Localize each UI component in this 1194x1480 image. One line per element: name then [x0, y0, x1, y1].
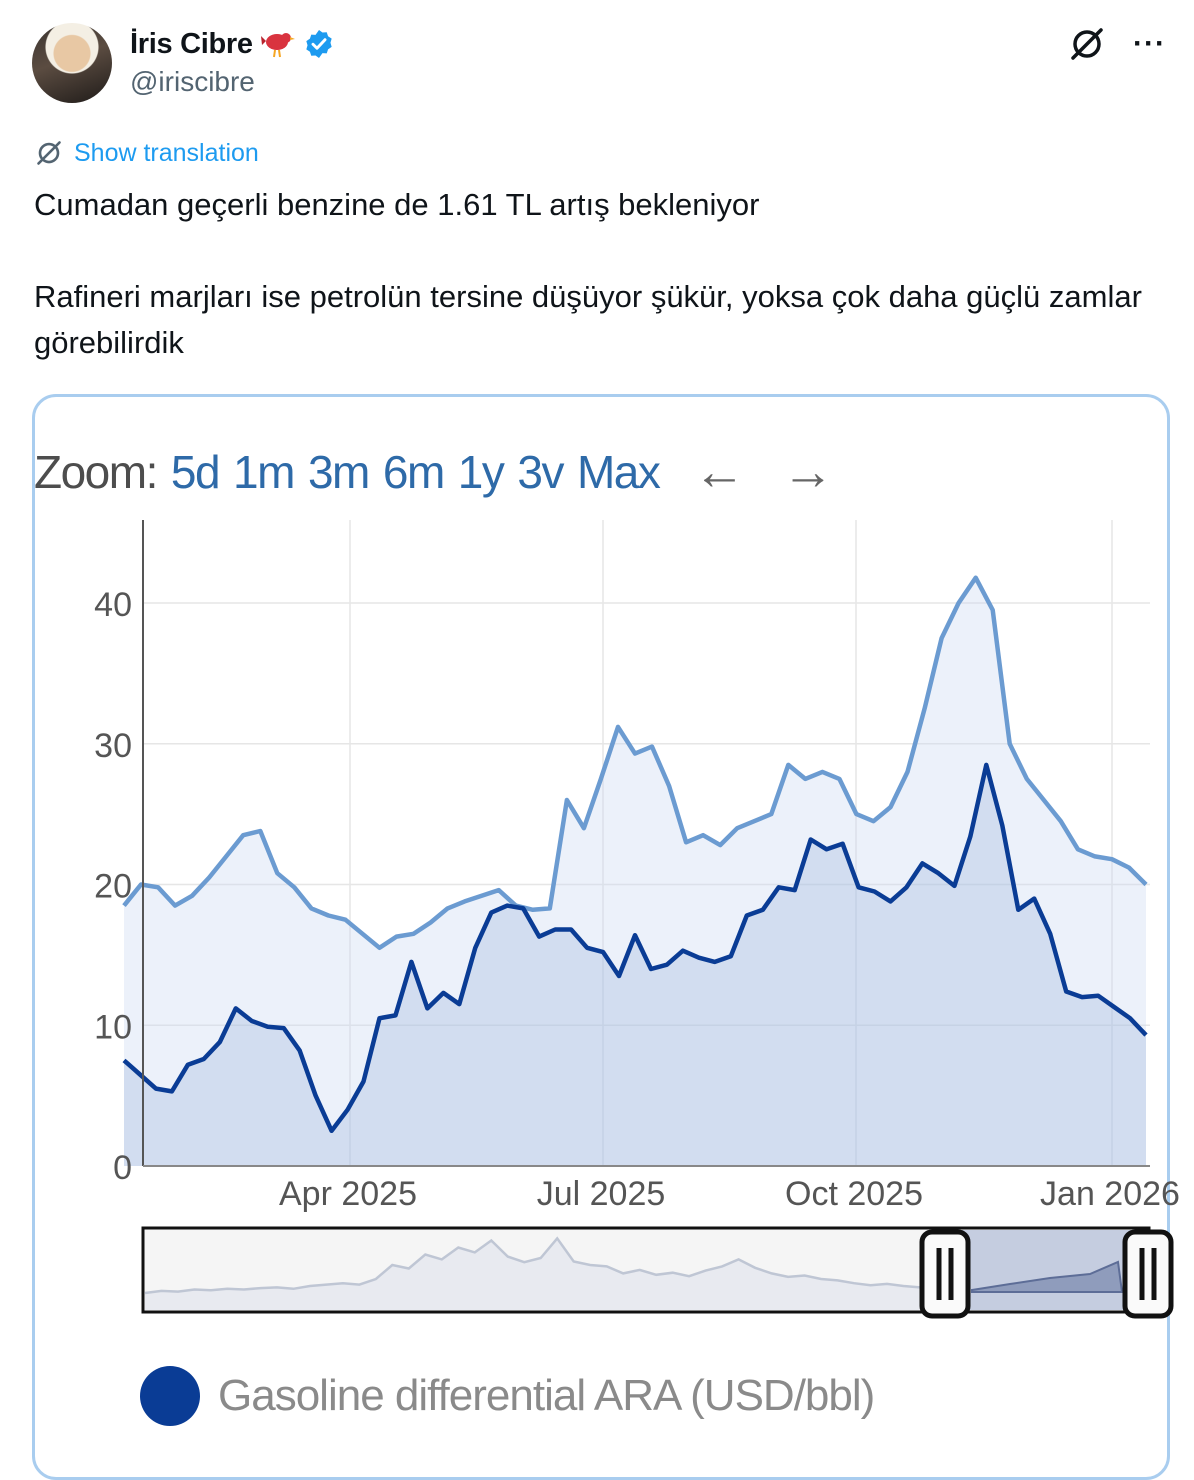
- grok-icon[interactable]: [1067, 24, 1107, 64]
- tweet-text-line: Rafineri marjları ise petrolün tersine d…: [34, 279, 1142, 360]
- x-tick-label: Oct 2025: [785, 1175, 923, 1213]
- y-tick-label: 10: [94, 1008, 132, 1046]
- show-translation-link[interactable]: Show translation: [34, 138, 259, 168]
- series-light-line: [122, 575, 1148, 951]
- zoom-option-1y[interactable]: 1y: [457, 446, 505, 498]
- author-name[interactable]: İris Cibre: [130, 27, 253, 60]
- verified-badge-icon: [306, 30, 332, 58]
- zoom-option-3m[interactable]: 3m: [307, 446, 370, 498]
- series-dark-area: [124, 764, 1146, 1166]
- zoom-bar: Zoom: 5d 1m 3m 6m 1y 3v Max ← →: [34, 442, 850, 502]
- author-handle[interactable]: @iriscibre: [130, 66, 255, 97]
- zoom-option-max[interactable]: Max: [576, 446, 661, 498]
- zoom-option-1m[interactable]: 1m: [233, 446, 295, 498]
- red-bird-emoji-icon: [260, 33, 295, 58]
- chart-legend: Gasoline differential ARA (USD/bbl): [140, 1366, 875, 1426]
- more-options-button[interactable]: ···: [1133, 27, 1166, 60]
- grok-icon: [37, 141, 61, 165]
- arrow-right-icon[interactable]: →: [781, 443, 834, 501]
- x-tick-label: Jul 2025: [537, 1175, 666, 1213]
- navigator-line: [144, 1236, 921, 1295]
- y-tick-label: 30: [94, 727, 132, 765]
- tweet-text-line: Cumadan geçerli benzine de 1.61 TL artış…: [34, 187, 760, 222]
- navigator-handle-right[interactable]: [1122, 1229, 1174, 1319]
- navigator-handle-left[interactable]: [919, 1229, 971, 1319]
- show-translation-label: Show translation: [74, 138, 259, 167]
- legend-swatch: [140, 1366, 200, 1426]
- y-tick-label: 40: [94, 586, 132, 624]
- avatar[interactable]: [32, 23, 112, 103]
- tweet-actions: ···: [1067, 24, 1166, 64]
- series-dark-line: [122, 762, 1148, 1134]
- zoom-label: Zoom:: [34, 446, 158, 498]
- author-row: İris Cibre: [130, 24, 335, 64]
- y-tick-label: 20: [94, 868, 132, 906]
- zoom-option-6m[interactable]: 6m: [382, 446, 445, 498]
- y-tick-label: 0: [113, 1149, 132, 1187]
- navigator-selection-line: [971, 1260, 1124, 1293]
- zoom-option-3v[interactable]: 3v: [517, 446, 564, 498]
- x-tick-label: Jan 2026: [1040, 1175, 1180, 1213]
- zoom-option-5d[interactable]: 5d: [170, 446, 221, 498]
- navigator-area: [145, 1238, 920, 1310]
- legend-label: Gasoline differential ARA (USD/bbl): [218, 1371, 875, 1420]
- arrow-left-icon[interactable]: ←: [693, 443, 745, 501]
- x-tick-label: Apr 2025: [279, 1175, 417, 1213]
- tweet-text: Cumadan geçerli benzine de 1.61 TL artış…: [34, 182, 1174, 366]
